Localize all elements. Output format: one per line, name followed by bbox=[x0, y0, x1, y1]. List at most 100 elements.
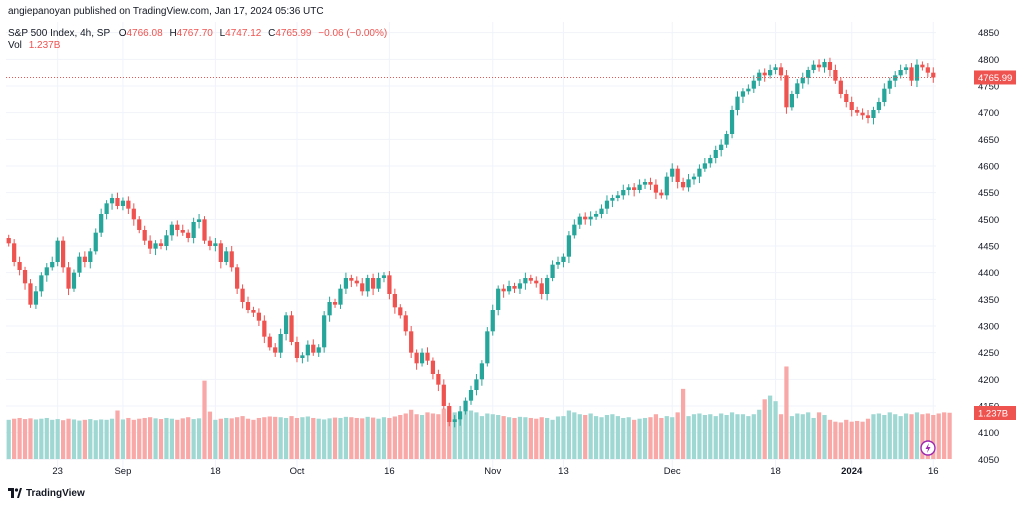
volume-bar bbox=[746, 416, 751, 459]
volume-bar bbox=[104, 419, 109, 459]
candle-body bbox=[267, 336, 272, 348]
volume-bar bbox=[245, 418, 251, 459]
candle-body bbox=[55, 240, 60, 262]
volume-bar bbox=[44, 417, 49, 459]
y-tick-label: 4600 bbox=[978, 162, 999, 173]
candle-body bbox=[496, 288, 501, 310]
candle-body bbox=[778, 67, 784, 76]
candle-body bbox=[66, 267, 71, 289]
volume-bar bbox=[131, 419, 136, 459]
volume-bar bbox=[561, 416, 566, 459]
volume-bar bbox=[833, 421, 838, 459]
candle-body bbox=[387, 275, 392, 294]
volume-bar bbox=[213, 419, 218, 459]
candle-body bbox=[920, 64, 925, 68]
candle-body bbox=[686, 179, 691, 188]
lightning-icon-bolt bbox=[925, 443, 931, 453]
volume-bar bbox=[468, 410, 474, 459]
volume-bar bbox=[447, 410, 452, 459]
candle-body bbox=[142, 230, 147, 241]
candle-body bbox=[262, 320, 267, 337]
volume-bar bbox=[28, 418, 33, 459]
lightning-icon bbox=[920, 440, 936, 456]
candle-body bbox=[729, 110, 735, 134]
volume-bar bbox=[6, 419, 11, 459]
candle-body bbox=[795, 83, 800, 94]
candle-body bbox=[327, 302, 332, 316]
volume-bar bbox=[729, 412, 735, 459]
candle-body bbox=[898, 70, 903, 76]
candle-body bbox=[545, 278, 550, 294]
volume-bar bbox=[724, 414, 729, 459]
volume-bar bbox=[55, 419, 60, 459]
volume-bar bbox=[99, 419, 104, 459]
volume-bar bbox=[376, 418, 381, 459]
candle-body bbox=[332, 302, 338, 305]
volume-bar bbox=[22, 419, 28, 459]
candle-body bbox=[245, 302, 251, 310]
volume-bar bbox=[267, 416, 272, 459]
volume-bar bbox=[740, 414, 746, 459]
volume-bar bbox=[735, 414, 740, 459]
tradingview-brand: TradingView bbox=[26, 487, 85, 499]
candle-body bbox=[914, 64, 920, 81]
x-tick-label: Nov bbox=[484, 466, 501, 477]
volume-bar bbox=[615, 416, 620, 459]
candle-body bbox=[77, 256, 82, 273]
candle-body bbox=[604, 200, 610, 209]
volume-bar bbox=[278, 417, 283, 459]
candle-body bbox=[6, 238, 11, 244]
candle-body bbox=[909, 67, 914, 81]
candle-body bbox=[305, 344, 310, 356]
volume-bar bbox=[876, 413, 882, 459]
chart-area[interactable]: 4050410041504200425043004350440044504500… bbox=[0, 22, 1024, 484]
volume-bar bbox=[148, 417, 153, 459]
volume-bar bbox=[196, 418, 202, 459]
volume-bar bbox=[675, 412, 680, 459]
volume-bar bbox=[501, 416, 506, 459]
candle-body bbox=[550, 264, 555, 278]
candle-body bbox=[28, 283, 33, 305]
candle-body bbox=[528, 278, 533, 281]
volume-bar bbox=[137, 418, 142, 459]
candle-body bbox=[256, 312, 262, 321]
candle-body bbox=[800, 78, 805, 84]
candle-body bbox=[648, 182, 653, 185]
volume-bar bbox=[458, 414, 463, 459]
volume-bar bbox=[708, 414, 713, 459]
volume-bar bbox=[800, 414, 805, 459]
candle-body bbox=[621, 190, 626, 196]
volume-bar bbox=[311, 417, 316, 459]
volume-bar bbox=[838, 422, 843, 459]
candle-body bbox=[871, 110, 876, 118]
candle-body bbox=[88, 251, 93, 262]
y-tick-label: 4450 bbox=[978, 242, 999, 253]
volume-bar bbox=[169, 418, 174, 459]
volume-bar bbox=[713, 416, 718, 459]
candle-body bbox=[148, 240, 153, 249]
x-tick-label: 16 bbox=[384, 466, 395, 477]
candle-body bbox=[186, 232, 191, 238]
candle-body bbox=[343, 278, 349, 289]
volume-bar bbox=[610, 414, 615, 459]
volume-bar bbox=[425, 412, 430, 459]
volume-bar bbox=[778, 414, 784, 459]
legend-close: 4765.99 bbox=[275, 28, 312, 39]
candle-body bbox=[196, 219, 202, 222]
candle-body bbox=[713, 150, 718, 158]
candle-body bbox=[311, 344, 316, 353]
candle-body bbox=[784, 75, 789, 108]
candlestick-chart[interactable]: 4050410041504200425043004350440044504500… bbox=[0, 22, 1024, 484]
volume-bar bbox=[855, 420, 860, 459]
candle-body bbox=[452, 419, 457, 422]
candle-body bbox=[414, 352, 419, 364]
volume-bar bbox=[93, 420, 98, 459]
volume-bar bbox=[17, 417, 22, 459]
candle-body bbox=[490, 310, 495, 332]
candle-body bbox=[746, 88, 751, 92]
volume-bar bbox=[338, 417, 343, 459]
volume-bar bbox=[860, 421, 865, 459]
y-tick-label: 4550 bbox=[978, 188, 999, 199]
candle-body bbox=[811, 64, 816, 70]
candle-body bbox=[806, 70, 811, 78]
